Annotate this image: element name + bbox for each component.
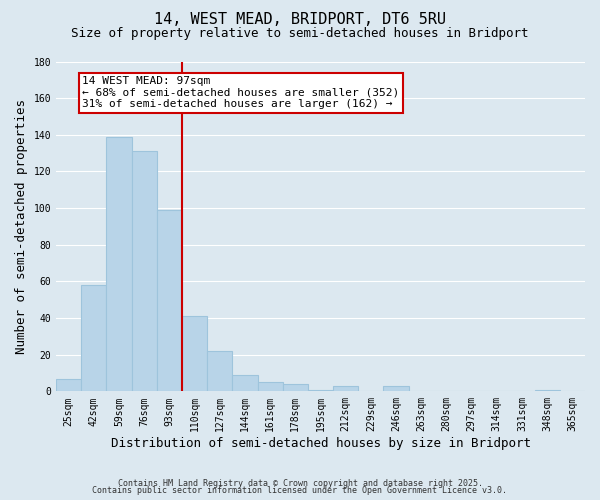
Bar (283, 384, 308, 392)
Bar (131, 152, 157, 392)
Bar (257, 382, 283, 392)
Bar (182, 316, 207, 392)
Bar (232, 375, 257, 392)
Bar (333, 386, 358, 392)
Bar (106, 136, 131, 392)
Text: Contains HM Land Registry data © Crown copyright and database right 2025.: Contains HM Land Registry data © Crown c… (118, 478, 482, 488)
Bar (56, 378, 81, 392)
Bar (535, 390, 560, 392)
Bar (383, 386, 409, 392)
Bar (308, 390, 333, 392)
Y-axis label: Number of semi-detached properties: Number of semi-detached properties (15, 99, 28, 354)
Text: Size of property relative to semi-detached houses in Bridport: Size of property relative to semi-detach… (71, 28, 529, 40)
Bar (207, 351, 232, 392)
Text: 14, WEST MEAD, BRIDPORT, DT6 5RU: 14, WEST MEAD, BRIDPORT, DT6 5RU (154, 12, 446, 28)
Bar (81, 285, 106, 392)
Text: 14 WEST MEAD: 97sqm
← 68% of semi-detached houses are smaller (352)
31% of semi-: 14 WEST MEAD: 97sqm ← 68% of semi-detach… (82, 76, 400, 110)
X-axis label: Distribution of semi-detached houses by size in Bridport: Distribution of semi-detached houses by … (110, 437, 530, 450)
Bar (157, 210, 182, 392)
Text: Contains public sector information licensed under the Open Government Licence v3: Contains public sector information licen… (92, 486, 508, 495)
